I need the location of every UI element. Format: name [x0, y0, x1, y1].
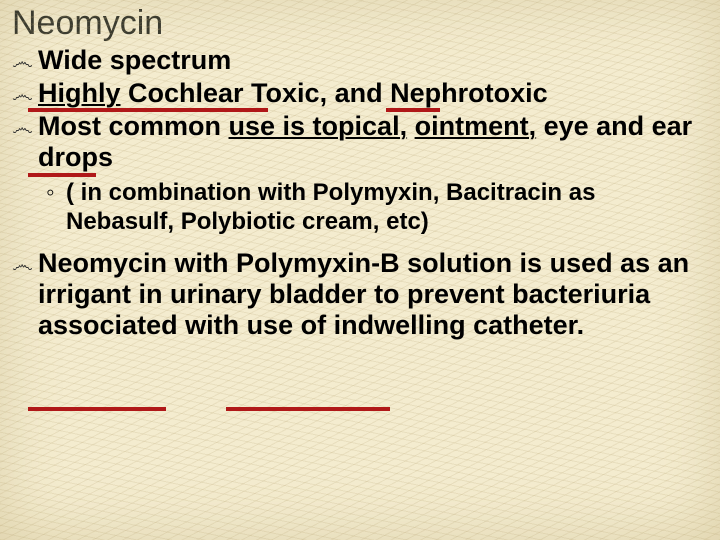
red-underline	[28, 173, 96, 177]
red-underline	[28, 407, 166, 411]
bullet-text: Cochlear Toxic, and Nephrotoxic	[121, 78, 548, 108]
bullet-text: Most common	[38, 111, 229, 141]
red-underline	[386, 108, 440, 112]
slide-root: Neomycin ෴ Wide spectrum ෴ Highly Cochle…	[0, 0, 720, 540]
bullet-marker-icon: ෴	[12, 252, 33, 277]
bullet-text-underlined: ointment,	[415, 111, 537, 141]
sub-bullet-marker-icon: ◦	[46, 179, 55, 207]
bullet-wide-spectrum: ෴ Wide spectrum	[10, 45, 710, 76]
sub-bullet-combination: ◦ ( in combination with Polymyxin, Bacit…	[10, 179, 710, 236]
bullet-text	[407, 111, 415, 141]
bullet-marker-icon: ෴	[12, 115, 33, 140]
red-underline	[226, 407, 390, 411]
red-underline	[28, 108, 268, 112]
sub-bullet-text: ( in combination with Polymyxin, Bacitra…	[66, 179, 595, 234]
bullet-text-underlined: Highly	[38, 78, 121, 108]
bullet-text-underlined: use is topical,	[229, 111, 408, 141]
bullet-marker-icon: ෴	[12, 49, 33, 74]
bullet-topical-use: ෴ Most common use is topical, ointment, …	[10, 111, 710, 173]
bullet-irrigant: ෴ Neomycin with Polymyxin-B solution is …	[10, 248, 710, 341]
bullet-text: Neomycin with Polymyxin-B solution is us…	[38, 248, 689, 340]
slide-title: Neomycin	[10, 4, 710, 43]
bullet-toxicity: ෴ Highly Cochlear Toxic, and Nephrotoxic	[10, 78, 710, 109]
bullet-text: Wide spectrum	[38, 45, 231, 75]
bullet-marker-icon: ෴	[12, 82, 33, 107]
